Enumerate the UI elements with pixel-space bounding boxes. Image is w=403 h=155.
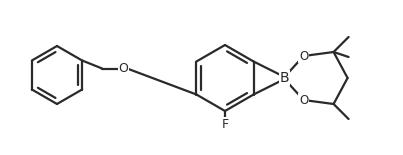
Text: O: O <box>299 49 308 62</box>
Text: O: O <box>299 93 308 106</box>
Text: O: O <box>118 62 128 75</box>
Text: F: F <box>221 117 229 131</box>
Text: B: B <box>280 71 289 85</box>
